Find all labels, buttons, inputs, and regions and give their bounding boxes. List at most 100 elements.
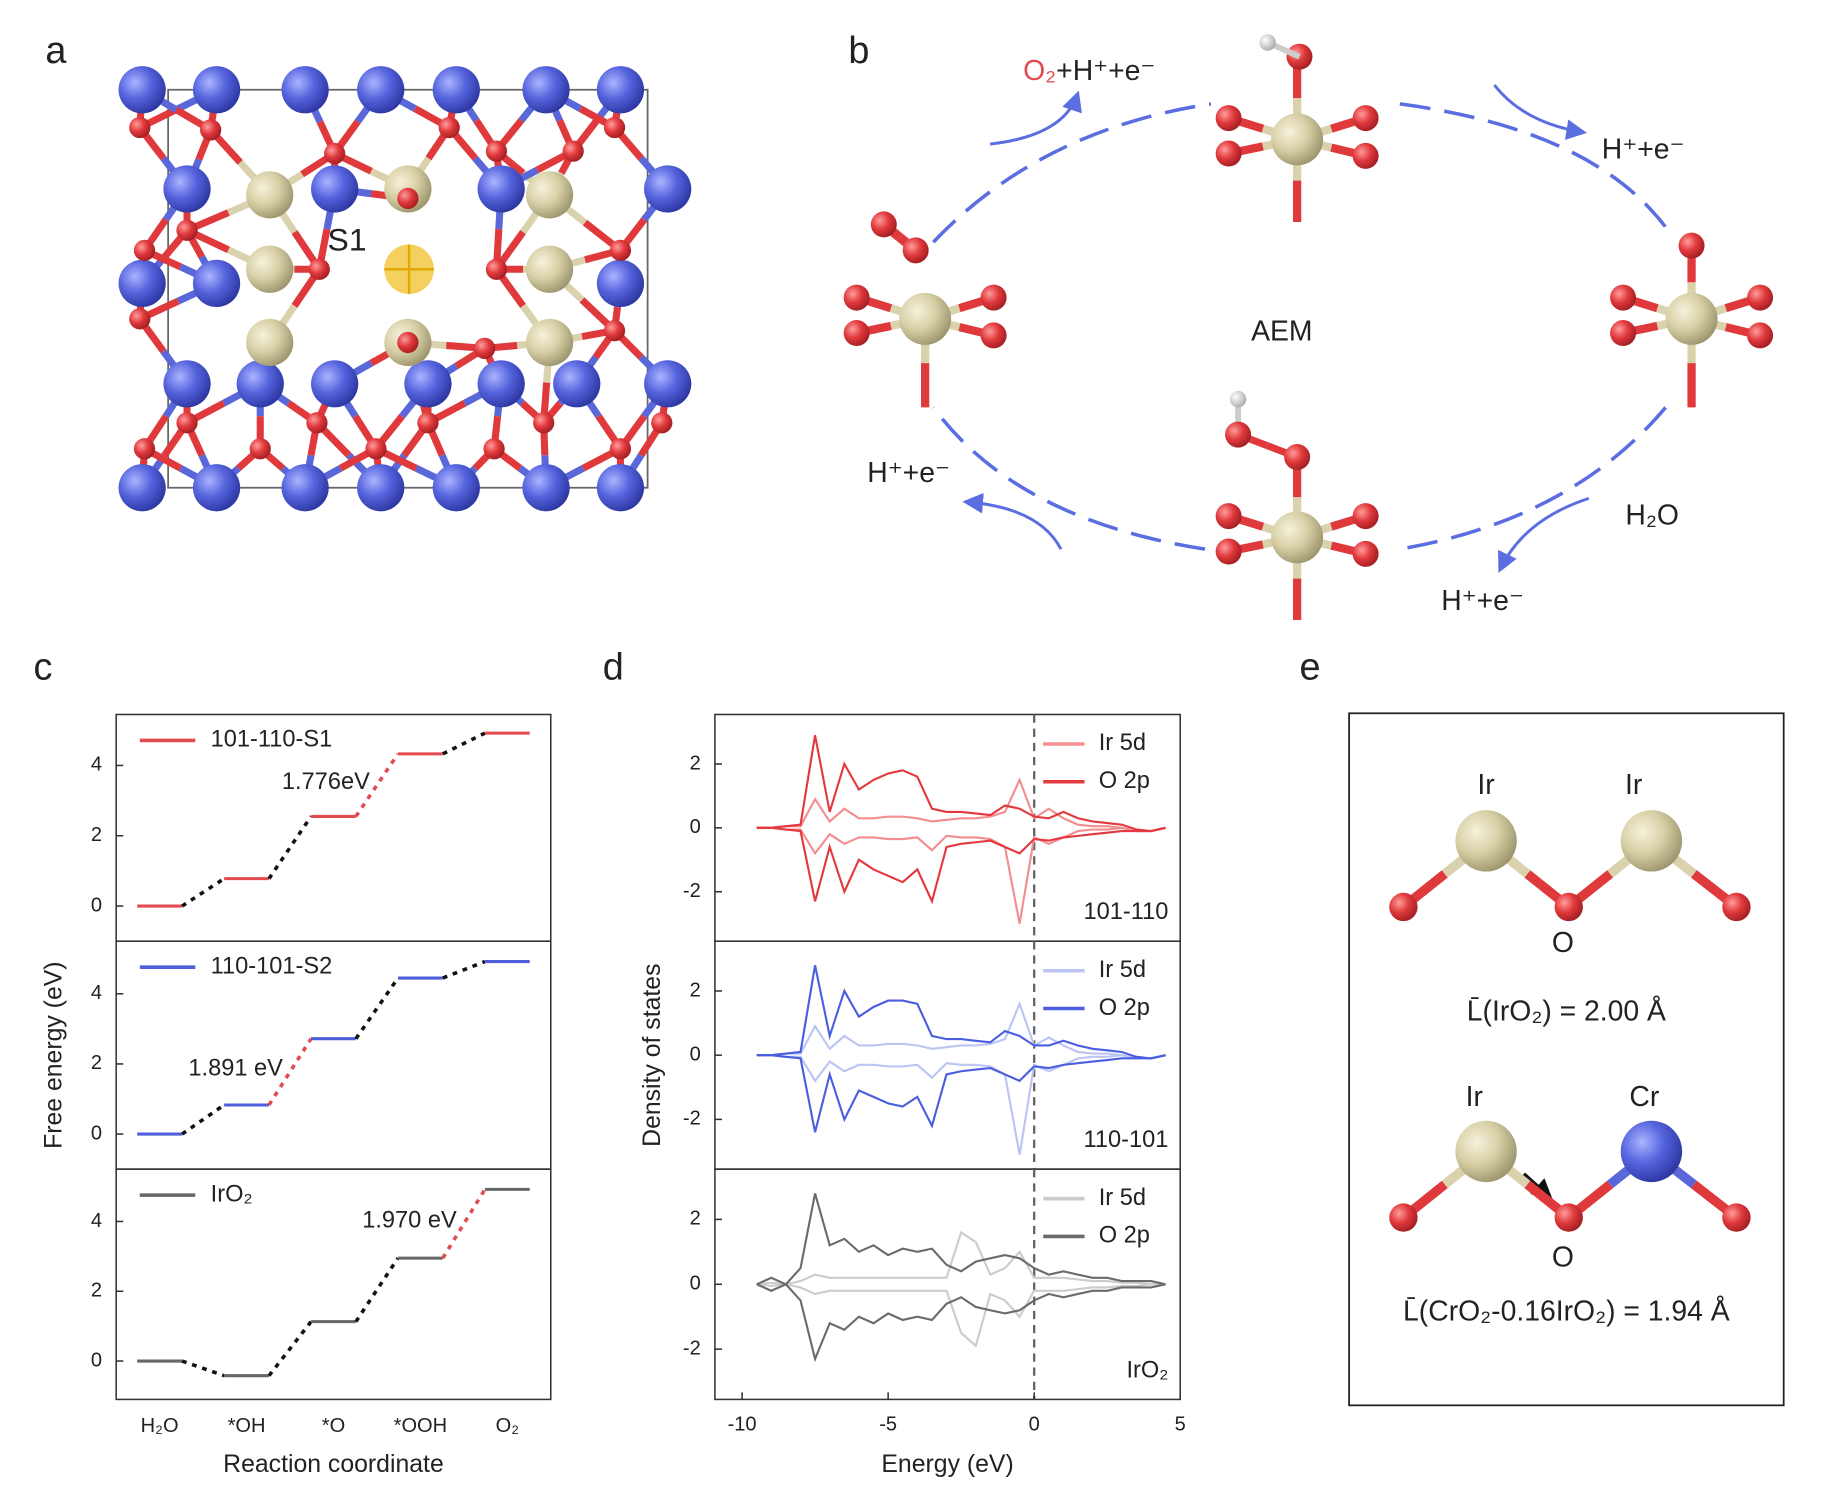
step-label: H⁺+e⁻ xyxy=(1441,585,1524,617)
x-tick-label: O₂ xyxy=(496,1415,519,1437)
atom xyxy=(596,66,645,114)
connector xyxy=(354,977,400,1040)
atom xyxy=(306,412,328,434)
atom xyxy=(118,259,166,308)
atom xyxy=(474,337,496,360)
atom xyxy=(603,320,626,342)
atom xyxy=(522,66,570,114)
y-tick-label: 2 xyxy=(91,1052,102,1074)
legend-label: Ir 5d xyxy=(1099,957,1146,983)
y-tick-label: 2 xyxy=(91,1280,102,1302)
atom xyxy=(249,438,271,460)
atom xyxy=(438,116,460,139)
atom xyxy=(365,438,387,460)
atom xyxy=(1215,538,1242,565)
dos-curve xyxy=(756,777,1166,833)
atom xyxy=(533,412,555,434)
x-tick-label: 5 xyxy=(1175,1414,1186,1436)
y-tick-label: 2 xyxy=(690,979,701,1001)
product-rest: +H⁺+e⁻ xyxy=(1056,56,1155,88)
atom xyxy=(432,464,480,512)
y-tick-label: -2 xyxy=(683,1337,701,1359)
atom xyxy=(1747,322,1774,349)
x-axis-label: Energy (eV) xyxy=(881,1451,1013,1478)
atom xyxy=(1215,503,1242,530)
y-axis-label: Free energy (eV) xyxy=(40,961,67,1148)
atom xyxy=(236,360,284,408)
x-tick-label: *OH xyxy=(228,1415,266,1437)
atom xyxy=(200,119,222,141)
panel-e xyxy=(1348,712,1785,1407)
plot-frame xyxy=(115,1168,552,1401)
atom xyxy=(609,239,632,261)
dos-curve xyxy=(756,735,1166,833)
dos-curve xyxy=(756,1054,1166,1133)
atom xyxy=(1352,105,1379,132)
atom xyxy=(1554,1203,1583,1232)
atom xyxy=(246,171,294,219)
atom xyxy=(644,360,692,408)
panel-label: d xyxy=(603,647,624,689)
product-label: O₂+H⁺+e⁻ xyxy=(1023,56,1155,88)
atom xyxy=(246,245,294,293)
atom xyxy=(899,292,952,345)
y-tick-label: 4 xyxy=(91,754,102,776)
atom xyxy=(1259,34,1276,51)
atom xyxy=(118,66,166,114)
step-annotation: 1.970 eV xyxy=(362,1208,457,1234)
atom xyxy=(1229,390,1247,408)
dos-curve xyxy=(756,1000,1166,1060)
atom xyxy=(1352,540,1379,567)
bond-caption: L̄(CrO₂-0.16IrO₂) = 1.94 Å xyxy=(1403,1296,1730,1328)
atom-label: O xyxy=(1552,1241,1574,1273)
atom xyxy=(176,219,198,241)
bond-caption: L̄(IrO₂) = 2.00 Å xyxy=(1467,996,1666,1028)
dos-curve xyxy=(756,826,1166,905)
step-label: H⁺+e⁻ xyxy=(867,457,950,489)
atom xyxy=(432,66,480,114)
atom xyxy=(644,165,692,213)
cell-box xyxy=(167,88,649,489)
atom xyxy=(483,438,505,460)
subplot-label: 101-110 xyxy=(1083,899,1168,925)
subplot-label: 110-101 xyxy=(1083,1127,1168,1153)
dos-curve xyxy=(756,1193,1166,1286)
atom xyxy=(163,165,211,213)
x-tick-label: -5 xyxy=(879,1414,897,1436)
atom xyxy=(1215,140,1242,167)
atom xyxy=(163,360,211,408)
product-o2: O₂ xyxy=(1023,56,1056,88)
atom xyxy=(980,322,1007,349)
y-tick-label: -2 xyxy=(683,1108,701,1130)
atom xyxy=(525,171,574,219)
atom xyxy=(525,318,574,367)
connector xyxy=(267,1320,313,1377)
legend-label: Ir 5d xyxy=(1099,730,1146,756)
atom-label: Cr xyxy=(1629,1081,1659,1113)
dos-curve xyxy=(756,1054,1166,1155)
atom xyxy=(246,318,294,367)
legend-label: Ir 5d xyxy=(1099,1185,1146,1211)
atom xyxy=(596,259,645,308)
atom xyxy=(1678,232,1705,259)
atom xyxy=(1389,1203,1418,1232)
atom xyxy=(357,66,405,114)
connector xyxy=(354,1257,400,1323)
cycle-path xyxy=(931,102,1670,551)
atom xyxy=(980,284,1007,311)
y-tick-label: 4 xyxy=(91,1210,102,1232)
reactant-label: H₂O xyxy=(1625,500,1678,532)
mechanism-label: AEM xyxy=(1251,316,1312,348)
atom xyxy=(311,165,359,213)
charts: 0 2 4 1.776eV 101-110-S1 0 2 4 Free energy (eV) 1… xyxy=(40,713,1186,1478)
x-tick-label: *O xyxy=(322,1415,345,1437)
atom xyxy=(902,237,929,264)
atom xyxy=(1271,113,1324,166)
atom xyxy=(1352,503,1379,530)
atom xyxy=(1610,284,1637,311)
dos-curve xyxy=(756,965,1166,1060)
atom xyxy=(1610,320,1637,347)
atom xyxy=(1455,1120,1517,1183)
x-tick-label: 0 xyxy=(1029,1414,1040,1436)
